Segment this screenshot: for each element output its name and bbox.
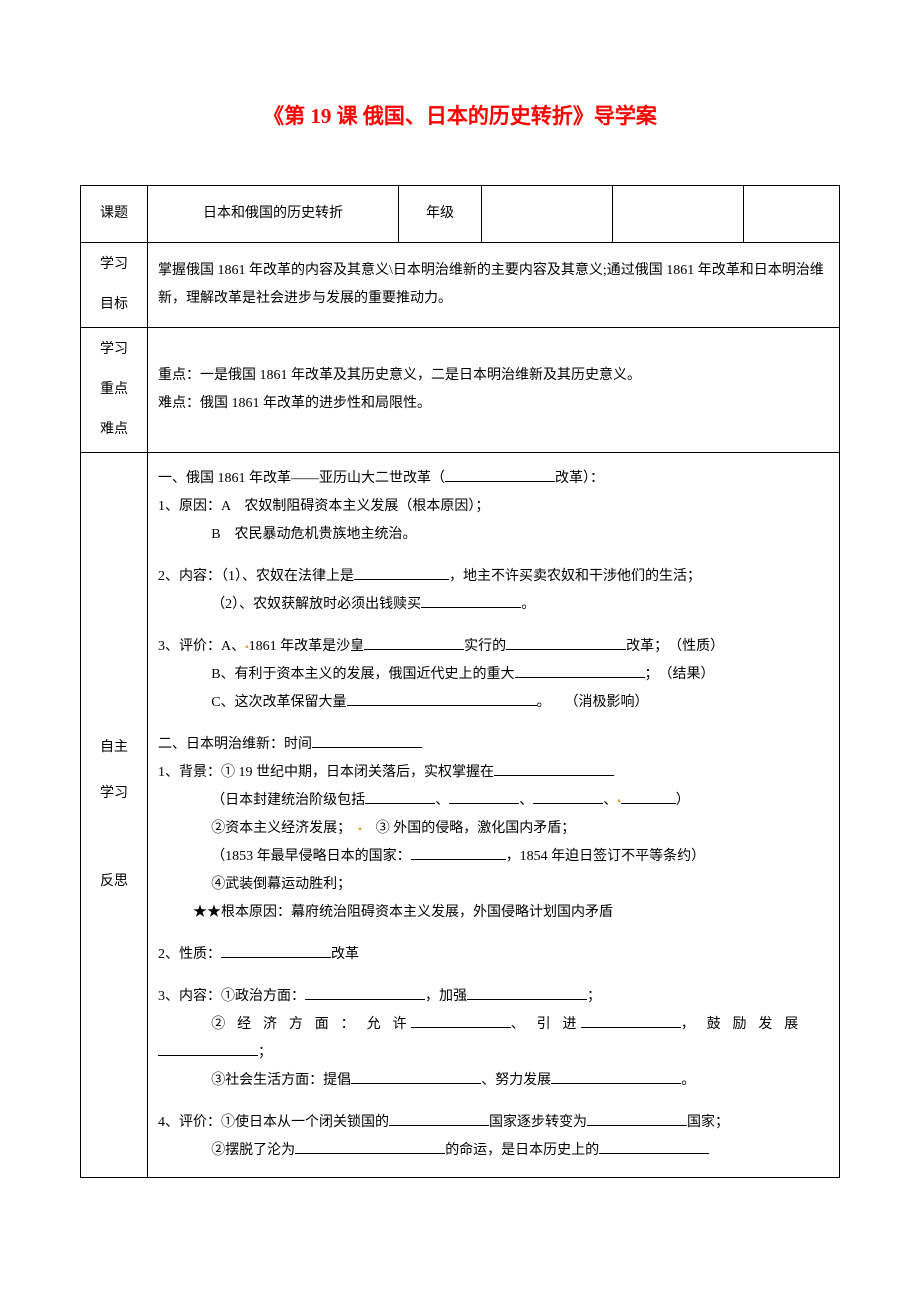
worksheet-table: 课题 日本和俄国的历史转折 年级 学习 目标 掌握俄国 1861 年改革的内容及… [80,185,840,1178]
s1-eval-a: 3、评价：A、▪1861 年改革是沙皇实行的改革； （性质） [158,633,829,661]
s2-bg-2b: （1853 年最早侵略日本的国家：，1854 年迫日签订不平等条约） [158,843,829,871]
s2-root-cause: ★★根本原因：幕府统治阻碍资本主义发展，外国侵略计划国内矛盾 [158,899,829,927]
focus-line1: 重点：一是俄国 1861 年改革及其历史意义，二是日本明治维新及其历史意义。 [158,362,829,390]
s2-bg-2: ②资本主义经济发展； ▪ ③ 外国的侵略，激化国内矛盾； [158,815,829,843]
s2-content-3: ③社会生活方面：提倡、努力发展。 [158,1067,829,1095]
label-goal-l1: 学习 [85,251,143,279]
s2-nature: 2、性质：改革 [158,941,829,969]
row-goal: 学习 目标 掌握俄国 1861 年改革的内容及其意义\日本明治维新的主要内容及其… [81,243,840,328]
label-topic: 课题 [81,186,148,243]
topic-value: 日本和俄国的历史转折 [148,186,399,243]
s2-content-2b: ； [158,1039,829,1067]
s2-bg-1: 1、背景：① 19 世纪中期，日本闭关落后，实权掌握在 [158,759,829,787]
label-focus: 学习 重点 难点 [81,328,148,453]
s2-bg-4: ④武装倒幕运动胜利； [158,871,829,899]
label-body-l2: 学习 [85,780,143,808]
focus-line2: 难点：俄国 1861 年改革的进步性和局限性。 [158,390,829,418]
label-focus-l3: 难点 [85,416,143,444]
label-goal: 学习 目标 [81,243,148,328]
s1-heading: 一、俄国 1861 年改革——亚历山大二世改革（改革）： [158,465,829,493]
row-body: 自主 学习 反思 一、俄国 1861 年改革——亚历山大二世改革（改革）： 1、… [81,453,840,1178]
goal-text: 掌握俄国 1861 年改革的内容及其意义\日本明治维新的主要内容及其意义;通过俄… [148,243,840,328]
s1-content-2: （2）、农奴获解放时必须出钱赎买。 [158,591,829,619]
grade-blank-2 [613,186,744,243]
body-content: 一、俄国 1861 年改革——亚历山大二世改革（改革）： 1、原因：A 农奴制阻… [148,453,840,1178]
row-topic: 课题 日本和俄国的历史转折 年级 [81,186,840,243]
label-body-l3: 反思 [85,868,143,896]
label-focus-l2: 重点 [85,376,143,404]
grade-blank-1 [482,186,613,243]
s2-eval-1: 4、评价：①使日本从一个闭关锁国的国家逐步转变为国家； [158,1109,829,1137]
s2-content-1: 3、内容：①政治方面：，加强； [158,983,829,1011]
s1-reason-b: B 农民暴动危机贵族地主统治。 [158,521,829,549]
label-focus-l1: 学习 [85,336,143,364]
s1-reason-a: 1、原因：A 农奴制阻碍资本主义发展（根本原因）； [158,493,829,521]
focus-text: 重点：一是俄国 1861 年改革及其历史意义，二是日本明治维新及其历史意义。 难… [148,328,840,453]
s2-heading: 二、日本明治维新：时间 [158,731,829,759]
s1-content-1: 2、内容：（1）、农奴在法律上是，地主不许买卖农奴和干涉他们的生活； [158,563,829,591]
label-grade: 年级 [399,186,482,243]
label-goal-l2: 目标 [85,291,143,319]
s2-bg-1b: （日本封建统治阶级包括、、、▪） [158,787,829,815]
s1-eval-b: B、有利于资本主义的发展，俄国近代史上的重大； （结果） [158,661,829,689]
row-focus: 学习 重点 难点 重点：一是俄国 1861 年改革及其历史意义，二是日本明治维新… [81,328,840,453]
grade-blank-3 [744,186,840,243]
label-body-l1: 自主 [85,734,143,762]
s2-eval-2: ②摆脱了沦为的命运，是日本历史上的 [158,1137,829,1165]
label-body: 自主 学习 反思 [81,453,148,1178]
s1-eval-c: C、这次改革保留大量。 （消极影响） [158,689,829,717]
s2-content-2: ② 经 济 方 面 ： 允 许、 引 进， 鼓 励 发 展 [158,1011,829,1039]
page-title: 《第 19 课 俄国、日本的历史转折》导学案 [80,100,840,130]
